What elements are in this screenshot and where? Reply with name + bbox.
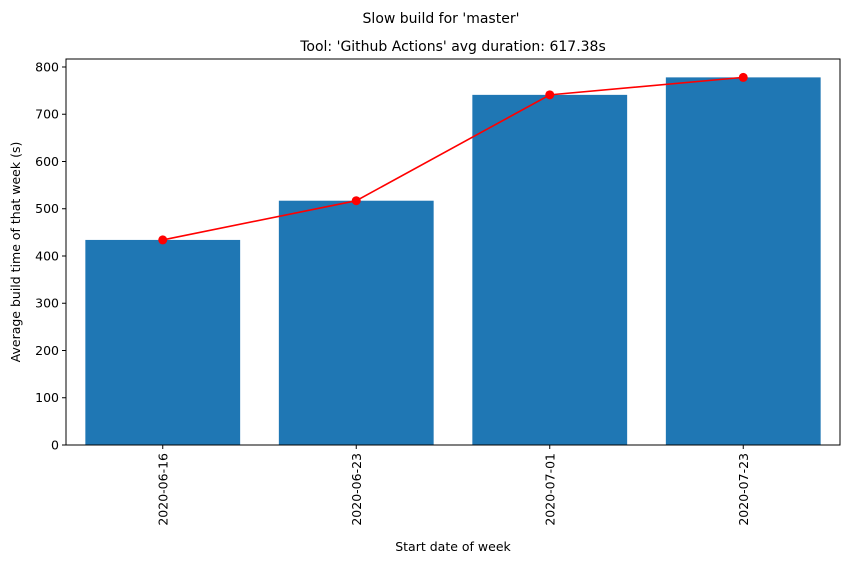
y-tick-label: 200: [35, 343, 59, 358]
trend-point-2020-06-16: [158, 235, 168, 245]
y-tick-label: 500: [35, 201, 59, 216]
chart-suptitle: Slow build for 'master': [363, 11, 520, 27]
y-tick-label: 100: [35, 390, 59, 405]
x-tick-label: 2020-07-01: [542, 453, 557, 526]
y-tick-label: 0: [51, 438, 59, 453]
y-tick-label: 700: [35, 107, 59, 122]
y-tick-label: 800: [35, 59, 59, 74]
x-tick-label: 2020-06-23: [349, 453, 364, 526]
bar-2020-06-23: [278, 200, 434, 445]
x-axis-label: Start date of week: [395, 539, 511, 554]
trend-point-2020-07-01: [545, 90, 555, 100]
y-axis: 0 100 200 300 400 500 600 700 800: [35, 59, 66, 453]
trend-point-2020-06-23: [351, 196, 361, 206]
bar-2020-07-23: [665, 77, 821, 445]
trend-point-2020-07-23: [738, 72, 748, 82]
chart-title: Tool: 'Github Actions' avg duration: 617…: [299, 39, 606, 55]
bars-group: [85, 77, 821, 445]
bar-2020-07-01: [472, 94, 628, 445]
y-tick-label: 300: [35, 296, 59, 311]
line-group: [158, 72, 748, 245]
x-tick-label: 2020-06-16: [155, 453, 170, 526]
y-tick-label: 600: [35, 154, 59, 169]
plot-frame: [65, 58, 841, 446]
y-tick-label: 400: [35, 248, 59, 263]
y-axis-label: Average build time of that week (s): [8, 142, 23, 363]
trend-line: [162, 76, 744, 241]
bar-2020-06-16: [85, 239, 241, 445]
x-axis: 2020-06-16 2020-06-23 2020-07-01 2020-07-23: [155, 445, 751, 526]
x-tick-label: 2020-07-23: [736, 453, 751, 526]
